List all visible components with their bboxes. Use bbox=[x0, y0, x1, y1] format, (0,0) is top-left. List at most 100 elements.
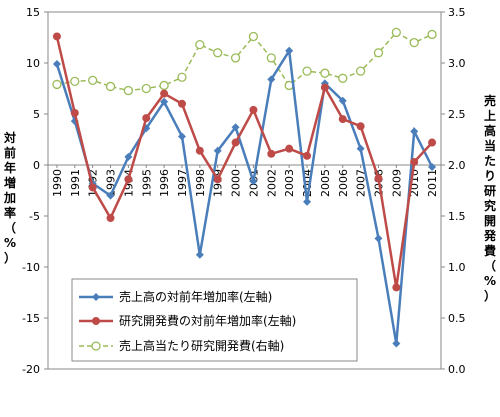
right-axis-title: 売上高当たり研究開発費（%） bbox=[483, 93, 497, 303]
x-tick-label: 2000 bbox=[230, 169, 243, 197]
series-point-0 bbox=[392, 339, 401, 348]
right-tick-label: 1.0 bbox=[448, 261, 466, 274]
right-tick-label: 0.0 bbox=[448, 363, 466, 376]
x-tick-label: 2006 bbox=[337, 169, 350, 197]
x-tick-label: 2002 bbox=[265, 169, 278, 197]
series-point-1 bbox=[160, 89, 169, 98]
series-point-1 bbox=[195, 146, 204, 155]
left-tick-label: 10 bbox=[26, 57, 40, 70]
series-point-2 bbox=[338, 73, 348, 83]
series-point-1 bbox=[338, 115, 347, 124]
series-point-0 bbox=[231, 123, 240, 132]
x-tick-label: 1998 bbox=[194, 169, 207, 197]
series-point-2 bbox=[409, 37, 419, 48]
right-tick-label: 2.0 bbox=[448, 159, 466, 172]
left-axis-ticks: 15 10 5 0 -5 -10 -15 -20 bbox=[22, 6, 48, 376]
x-tick-label: 2009 bbox=[390, 169, 403, 197]
series-point-1 bbox=[303, 151, 312, 160]
series-point-1 bbox=[267, 149, 276, 158]
right-tick-label: 2.5 bbox=[448, 108, 466, 121]
series-point-2 bbox=[88, 75, 98, 85]
series-point-2 bbox=[159, 80, 169, 91]
series-point-0 bbox=[356, 144, 365, 153]
series-point-1 bbox=[374, 174, 383, 183]
series-point-1 bbox=[52, 32, 61, 41]
series-point-1 bbox=[428, 138, 437, 147]
series-point-1 bbox=[392, 283, 401, 292]
series-point-1 bbox=[142, 114, 151, 123]
x-tick-label: 2007 bbox=[355, 169, 368, 197]
x-tick-label: 1991 bbox=[69, 169, 82, 197]
series-point-1 bbox=[231, 138, 240, 147]
legend-box bbox=[71, 278, 358, 362]
series-point-0 bbox=[267, 75, 276, 84]
series-point-2 bbox=[213, 48, 223, 58]
legend-marker-2 bbox=[91, 341, 101, 351]
series-point-2 bbox=[230, 53, 241, 63]
series-point-2 bbox=[320, 68, 330, 78]
series-point-1 bbox=[410, 157, 419, 166]
left-tick-label: 15 bbox=[26, 6, 40, 19]
x-tick-label: 1997 bbox=[176, 169, 189, 197]
series-point-1 bbox=[124, 175, 133, 184]
series-point-2 bbox=[427, 29, 437, 40]
series-point-0 bbox=[160, 97, 169, 106]
series-point-0 bbox=[124, 152, 133, 161]
legend-label-2: 売上高当たり研究開発費(右軸) bbox=[119, 338, 284, 353]
series-point-2 bbox=[248, 31, 259, 42]
left-tick-label: -5 bbox=[29, 210, 40, 223]
series-point-0 bbox=[195, 250, 204, 259]
series-point-0 bbox=[338, 96, 347, 105]
series-point-2 bbox=[177, 72, 187, 82]
series-line-0 bbox=[55, 47, 434, 344]
series-point-2 bbox=[52, 79, 62, 90]
series-point-2 bbox=[105, 81, 116, 92]
right-tick-label: 3.0 bbox=[448, 57, 466, 70]
x-tick-label: 1995 bbox=[140, 169, 153, 197]
right-tick-label: 1.5 bbox=[448, 210, 466, 223]
series-group bbox=[52, 27, 437, 348]
legend-label-1: 研究開発費の対前年増加率(左軸) bbox=[119, 313, 296, 328]
series-point-2 bbox=[355, 66, 366, 76]
series-point-1 bbox=[213, 175, 222, 184]
series-point-2 bbox=[123, 85, 134, 96]
series-point-1 bbox=[106, 214, 115, 223]
left-tick-label: 0 bbox=[33, 159, 40, 172]
series-point-1 bbox=[320, 83, 329, 92]
series-point-1 bbox=[356, 122, 365, 131]
x-tick-label: 1996 bbox=[158, 169, 171, 197]
series-line-1 bbox=[55, 36, 434, 288]
right-tick-label: 0.5 bbox=[448, 312, 466, 325]
left-axis-title-text: 対前年増加率（%） bbox=[3, 130, 16, 265]
series-point-0 bbox=[374, 234, 383, 243]
right-tick-label: 3.5 bbox=[448, 6, 466, 19]
left-axis-title: 対前年増加率（%） bbox=[3, 130, 16, 265]
left-tick-label: -15 bbox=[22, 312, 40, 325]
left-tick-label: -20 bbox=[22, 363, 40, 376]
series-point-2 bbox=[70, 76, 80, 87]
series-point-0 bbox=[249, 177, 258, 186]
legend-marker-0 bbox=[92, 293, 100, 301]
series-point-1 bbox=[70, 108, 79, 117]
series-point-0 bbox=[177, 132, 186, 141]
series-point-0 bbox=[106, 191, 115, 200]
series-point-1 bbox=[249, 105, 258, 114]
series-point-2 bbox=[302, 66, 312, 76]
series-point-2 bbox=[391, 27, 401, 38]
series-point-2 bbox=[141, 83, 151, 94]
series-point-0 bbox=[410, 127, 419, 136]
x-tick-label: 2011 bbox=[426, 169, 439, 197]
x-tick-label: 2005 bbox=[319, 169, 332, 197]
series-point-2 bbox=[195, 39, 205, 50]
legend-label-0: 売上高の対前年増加率(左軸) bbox=[119, 289, 272, 304]
series-point-0 bbox=[285, 46, 294, 55]
series-point-0 bbox=[213, 146, 222, 155]
legend-marker-1 bbox=[92, 317, 100, 325]
right-axis-ticks: 3.5 3.0 2.5 2.0 1.5 1.0 0.5 0.0 bbox=[441, 6, 466, 376]
x-tick-label: 2003 bbox=[283, 169, 296, 197]
right-axis-title-text: 売上高当たり研究開発費（%） bbox=[483, 93, 497, 303]
series-point-2 bbox=[266, 53, 276, 63]
series-line-2 bbox=[56, 31, 433, 92]
